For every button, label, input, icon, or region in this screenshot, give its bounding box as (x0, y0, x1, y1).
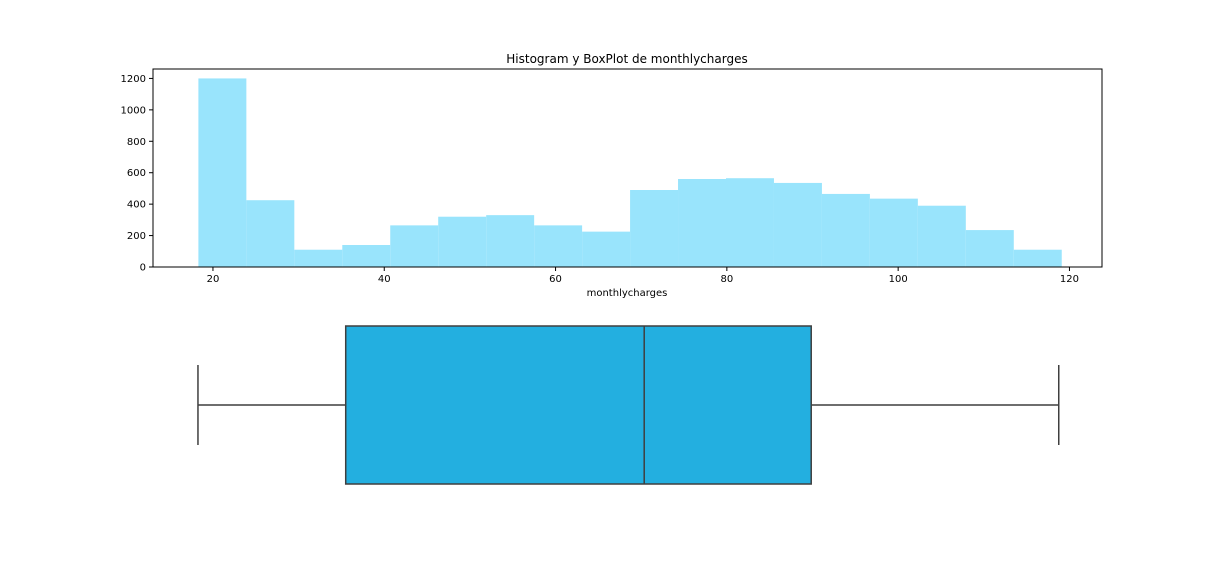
histogram-bar (869, 198, 918, 267)
y-tick-label: 200 (127, 231, 146, 242)
histogram-bar (1013, 249, 1062, 267)
histogram-bar (821, 193, 870, 267)
histogram-bar (246, 200, 295, 267)
x-tick-label: 60 (549, 274, 562, 285)
x-tick-label: 100 (889, 274, 908, 285)
y-tick-label: 600 (127, 168, 146, 179)
histogram-bar (630, 190, 679, 267)
histogram-bar (773, 182, 822, 267)
histogram-bar (486, 215, 535, 267)
y-axis-ticks: 0 200 400 600 800 1000 1200 (121, 74, 153, 274)
histogram-panel: Histogram y BoxPlot de monthlycharges 20… (121, 52, 1103, 299)
x-tick-label: 20 (207, 274, 220, 285)
chart-title: Histogram y BoxPlot de monthlycharges (506, 52, 747, 66)
histogram-bar (725, 178, 774, 267)
x-tick-label: 120 (1060, 274, 1079, 285)
histogram-bar (582, 231, 631, 267)
histogram-bar (294, 249, 343, 267)
histogram-bar (342, 245, 391, 267)
y-tick-label: 400 (127, 200, 146, 211)
x-tick-label: 40 (378, 274, 391, 285)
box-iqr (344, 325, 812, 485)
x-axis-label: monthlycharges (587, 288, 668, 299)
histogram-bar (917, 205, 966, 267)
histogram-bar (678, 179, 726, 267)
histogram-bar (390, 225, 439, 267)
histogram-bar (198, 78, 247, 267)
x-axis-ticks: 20 40 60 80 100 120 (207, 267, 1079, 285)
y-tick-label: 1200 (121, 74, 146, 85)
plot-frame (152, 68, 1103, 268)
histogram-bar (534, 225, 583, 267)
y-tick-label: 1000 (121, 105, 146, 116)
histogram-bar (965, 230, 1014, 267)
y-tick-label: 800 (127, 137, 146, 148)
histogram-bars (198, 78, 1062, 267)
boxplot-panel (197, 325, 1060, 485)
x-tick-label: 80 (720, 274, 733, 285)
y-tick-label: 0 (140, 263, 146, 274)
histogram-bar (438, 216, 487, 267)
